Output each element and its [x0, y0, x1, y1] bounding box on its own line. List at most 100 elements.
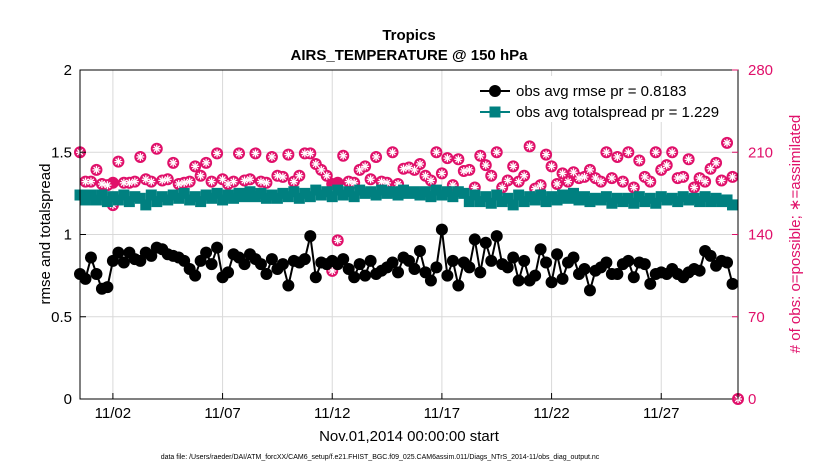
y-axis-label-left: rmse and totalspread	[37, 164, 54, 305]
rmse-marker	[704, 249, 717, 262]
obs-assimilated-marker	[213, 149, 222, 158]
rmse-marker	[337, 253, 350, 266]
obs-assimilated-marker	[432, 148, 441, 157]
obs-assimilated-marker	[86, 177, 95, 186]
tick-label-x: 11/12	[314, 405, 350, 422]
obs-assimilated-marker	[174, 179, 183, 188]
rmse-marker	[424, 274, 437, 287]
obs-assimilated-marker	[125, 178, 134, 187]
rmse-marker	[359, 269, 372, 282]
obs-assimilated-marker	[185, 177, 194, 186]
obs-assimilated-marker	[278, 172, 287, 181]
obs-assimilated-marker	[130, 177, 139, 186]
spread-marker	[288, 186, 300, 198]
left-axis-ticks: 0 0.5 1 1.5 2	[51, 62, 86, 408]
y-axis-label-right: # of obs: o=possible; ∗=assimilated	[787, 115, 804, 354]
obs-assimilated-marker	[328, 266, 337, 275]
obs-assimilated-marker	[245, 175, 254, 184]
rmse-marker	[529, 269, 542, 282]
spread-marker	[178, 187, 190, 199]
spread-marker	[469, 189, 481, 201]
rmse-marker	[276, 258, 289, 271]
obs-assimilated-marker	[712, 158, 721, 167]
rmse-marker	[430, 261, 443, 274]
obs-assimilated-marker	[514, 177, 523, 186]
tick-label-x: 11/22	[533, 405, 569, 422]
obs-assimilated-marker	[344, 177, 353, 186]
obs-assimilated-marker	[251, 149, 260, 158]
obs-assimilated-marker	[657, 165, 666, 174]
rmse-marker	[364, 254, 377, 267]
obs-assimilated-marker	[366, 175, 375, 184]
obs-assimilated-marker	[613, 152, 622, 161]
obs-assimilated-marker	[476, 151, 485, 160]
obs-assimilated-marker	[443, 154, 452, 163]
obs-assimilated-marker	[542, 150, 551, 159]
legend-marker-rmse	[489, 85, 501, 97]
rmse-marker	[386, 256, 399, 269]
obs-assimilated-marker	[717, 176, 726, 185]
spread-marker	[513, 189, 525, 201]
rmse-marker	[638, 258, 651, 271]
obs-assimilated-marker	[624, 148, 633, 157]
obs-assimilated-marker	[339, 151, 348, 160]
spread-marker	[96, 189, 108, 201]
tick-label-x: 11/27	[643, 405, 679, 422]
rmse-marker	[446, 254, 459, 267]
obs-assimilated-marker	[481, 161, 490, 170]
legend-label-rmse: obs avg rmse pr = 0.8183	[516, 83, 687, 100]
tick-label-right: 0	[748, 391, 756, 408]
tick-label-x: 11/07	[204, 405, 240, 422]
spread-marker	[491, 189, 503, 201]
spread-marker	[458, 187, 470, 199]
obs-assimilated-marker	[585, 165, 594, 174]
obs-assimilated-marker	[158, 176, 167, 185]
spread-marker	[425, 191, 437, 203]
obs-assimilated-marker	[322, 171, 331, 180]
spread-marker	[727, 199, 739, 211]
tick-label-left: 0.5	[51, 309, 72, 326]
obs-assimilated-marker	[361, 162, 370, 171]
obs-assimilated-marker	[701, 177, 710, 186]
rmse-marker	[435, 223, 448, 236]
spread-marker	[502, 192, 514, 204]
obs-assimilated-marker	[317, 165, 326, 174]
obs-assimilated-marker	[267, 152, 276, 161]
tick-label-left: 1	[64, 227, 72, 244]
legend-marker-spread	[489, 106, 501, 118]
obs-assimilated-marker	[574, 174, 583, 183]
rmse-marker	[463, 261, 476, 274]
rmse-marker	[353, 258, 366, 271]
spread-marker	[628, 197, 640, 209]
rmse-marker	[490, 230, 503, 243]
obs-assimilated-marker	[399, 164, 408, 173]
rmse-marker	[222, 266, 235, 279]
spread-marker	[507, 199, 519, 211]
rmse-marker	[726, 277, 739, 290]
plot-area	[74, 70, 744, 405]
obs-assimilated-marker	[679, 172, 688, 181]
tick-label-x: 11/17	[424, 405, 460, 422]
obs-assimilated-marker	[668, 148, 677, 157]
rmse-marker	[211, 241, 224, 254]
obs-assimilated-marker	[635, 156, 644, 165]
obs-assimilated-marker	[487, 171, 496, 180]
obs-assimilated-marker	[695, 174, 704, 183]
obs-assimilated-marker	[92, 165, 101, 174]
rmse-marker	[600, 256, 613, 269]
obs-assimilated-marker	[372, 152, 381, 161]
obs-assimilated-marker	[191, 162, 200, 171]
spread-marker	[140, 199, 152, 211]
rmse-marker	[260, 267, 273, 280]
obs-assimilated-marker	[415, 160, 424, 168]
obs-assimilated-marker	[289, 177, 298, 186]
spread-marker	[463, 196, 475, 208]
tick-label-right: 140	[748, 227, 773, 244]
rmse-marker	[518, 254, 531, 267]
obs-assimilated-marker	[295, 171, 304, 180]
obs-assimilated-marker	[553, 179, 562, 188]
legend: obs avg rmse pr = 0.8183 obs avg totalsp…	[476, 76, 734, 122]
obs-assimilated-marker	[207, 177, 216, 186]
obs-assimilated-marker	[300, 149, 309, 158]
obs-assimilated-marker	[569, 168, 578, 177]
